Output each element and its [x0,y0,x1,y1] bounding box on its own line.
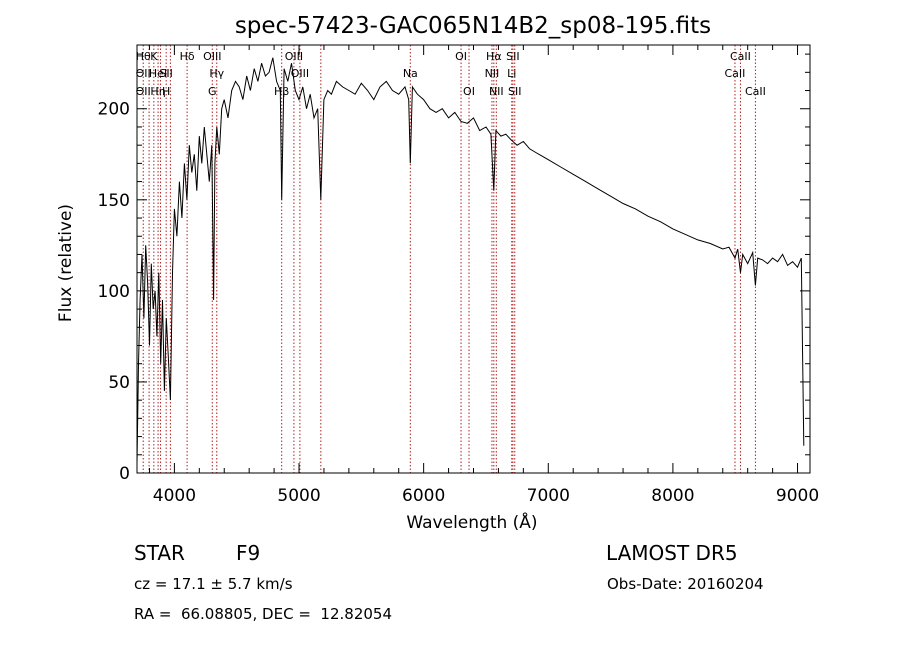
x-tick-label: 8000 [651,486,694,506]
object-subclass: F9 [236,541,261,565]
y-tick-label: 100 [98,282,130,302]
line-label: Hα [486,50,502,63]
line-label: OII [136,85,151,98]
line-label: NII [485,67,500,80]
line-label: HeI [149,67,167,80]
line-label: Hβ [274,85,289,98]
line-label: CaII [745,85,766,98]
redshift-readout: cz = 17.1 ± 5.7 km/s [134,575,293,593]
plot-frame [136,44,811,474]
line-label: Hδ [180,50,195,63]
emission-line-markers [142,45,756,473]
x-tick-label: 6000 [402,486,445,506]
line-label: OI [455,50,467,63]
line-label: Hγ [209,67,224,80]
y-tick-label: 50 [108,373,130,393]
object-class: STAR [134,541,185,565]
line-label: H [162,85,170,98]
line-label: SII [508,85,521,98]
line-label: OI [463,85,475,98]
line-label: NII [489,85,504,98]
line-label: G [208,85,217,98]
y-tick-label: 150 [98,191,130,211]
x-tick-label: 4000 [153,486,196,506]
chart-title: spec-57423-GAC065N14B2_sp08-195.fits [235,13,711,39]
x-axis: 4000 5000 6000 7000 8000 9000 [148,45,819,506]
y-axis: 0 50 100 150 200 [98,53,810,484]
survey-name: LAMOST DR5 [606,541,738,565]
line-label: CaII [730,50,751,63]
x-tick-label: 5000 [277,486,320,506]
line-label: SII [506,50,519,63]
coordinates-readout: RA = 66.08805, DEC = 12.82054 [134,605,393,623]
line-label: OII [136,67,151,80]
line-label: K [150,50,158,63]
observation-date: Obs-Date: 20160204 [607,575,764,593]
y-axis-label: Flux (relative) [56,204,76,322]
line-label: OIII [203,50,221,63]
line-label: OIII [291,67,309,80]
line-label: SII [159,67,172,80]
y-tick-label: 0 [119,464,130,484]
line-label: Hη [150,85,165,98]
x-axis-label: Wavelength (Å) [406,511,537,533]
spectrum-line [136,57,805,464]
x-tick-label: 9000 [776,486,819,506]
y-tick-label: 200 [98,100,130,120]
line-label: Na [403,67,418,80]
x-tick-label: 7000 [527,486,570,506]
line-label: OIII [285,50,303,63]
line-label: Li [507,67,516,80]
line-label: Hθ [136,50,151,63]
line-label: CaII [725,67,746,80]
